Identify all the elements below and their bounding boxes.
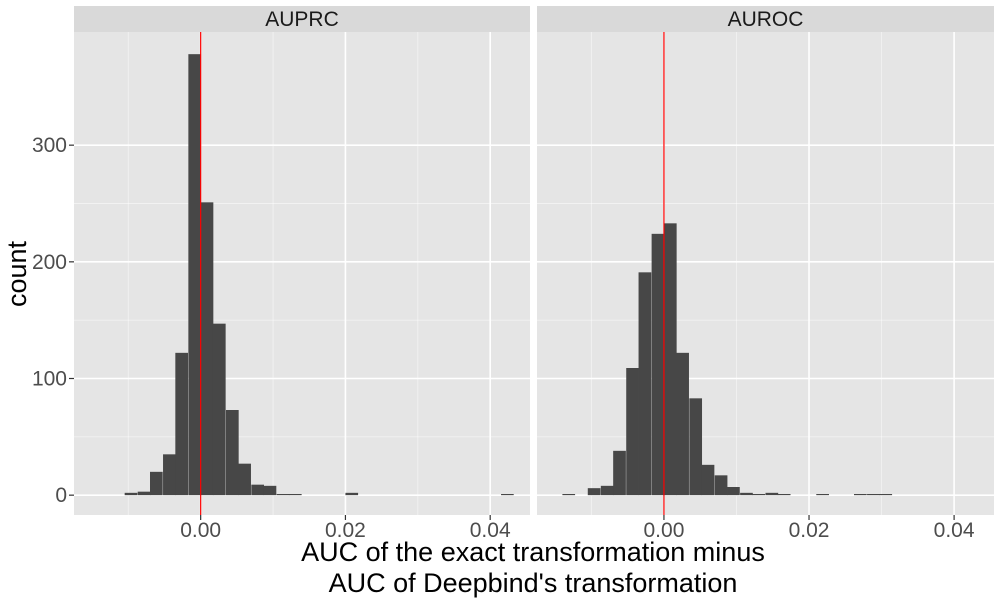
x-tick-label: 0.04 xyxy=(934,519,975,542)
x-axis-title-line-2: AUC of Deepbind's transformation xyxy=(329,568,738,598)
y-tick-label: 0 xyxy=(55,484,67,507)
y-axis-title: count xyxy=(2,240,32,307)
y-tick-label: 300 xyxy=(32,134,67,157)
histogram-bar xyxy=(226,410,239,496)
histogram-bar xyxy=(651,233,665,496)
histogram-bar xyxy=(562,494,576,496)
histogram-bar xyxy=(150,471,163,496)
histogram-bar xyxy=(175,352,188,496)
histogram-bar xyxy=(867,494,880,496)
histogram-bar xyxy=(777,494,791,496)
facet-strip-label-auprc: AUPRC xyxy=(265,8,339,31)
facet-strip-auroc xyxy=(537,6,994,32)
histogram-bar xyxy=(663,223,677,496)
histogram-bar xyxy=(638,272,652,496)
facet-panel-auroc: AUROC 0.00 0.02 0.04 xyxy=(537,6,994,542)
histogram-bar xyxy=(276,494,290,496)
x-tick-label: 0.04 xyxy=(470,519,511,542)
facet-strip-auprc xyxy=(74,6,530,32)
x-tick-label: 0.00 xyxy=(180,519,221,542)
x-tick-label: 0.02 xyxy=(789,519,830,542)
histogram-bar xyxy=(345,492,359,496)
histogram-bar xyxy=(626,368,639,496)
histogram-bar xyxy=(188,54,202,496)
histogram-bar xyxy=(701,464,715,496)
histogram-bar xyxy=(714,475,728,496)
histogram-bar xyxy=(689,398,703,496)
histogram-bar xyxy=(600,485,614,496)
histogram-bar xyxy=(727,487,740,496)
histogram-bar xyxy=(816,494,829,496)
histogram-bar xyxy=(752,494,766,496)
histogram-bar xyxy=(613,450,626,496)
histogram-bar xyxy=(212,323,226,496)
histogram-bar xyxy=(501,494,514,496)
x-tick-label: 0.00 xyxy=(644,519,685,542)
histogram-bar xyxy=(238,463,251,496)
histogram-bar xyxy=(200,202,214,496)
histogram-bar xyxy=(124,492,138,496)
facet-panel-auprc: AUPRC 0.00 0.02 0.04 xyxy=(74,6,530,542)
histogram-bar xyxy=(587,488,601,496)
histogram-bar xyxy=(676,352,689,496)
histogram-bar xyxy=(263,485,277,496)
histogram-bar xyxy=(740,492,753,496)
histogram-bar xyxy=(853,494,867,496)
y-tick-label: 200 xyxy=(32,251,67,274)
x-tick-label: 0.02 xyxy=(325,519,366,542)
histogram-bar xyxy=(765,492,779,496)
histogram-bar xyxy=(879,494,893,496)
x-axis-title-line-1: AUC of the exact transformation minus xyxy=(301,537,765,567)
histogram-bar xyxy=(251,484,264,496)
plot-panel-background xyxy=(537,32,994,515)
histogram-bar xyxy=(137,491,151,496)
histogram-bar xyxy=(288,494,302,496)
y-tick-label: 100 xyxy=(32,368,67,391)
facet-strip-label-auroc: AUROC xyxy=(728,8,804,31)
plot-panel-background xyxy=(74,32,530,515)
histogram-bar xyxy=(163,454,176,496)
